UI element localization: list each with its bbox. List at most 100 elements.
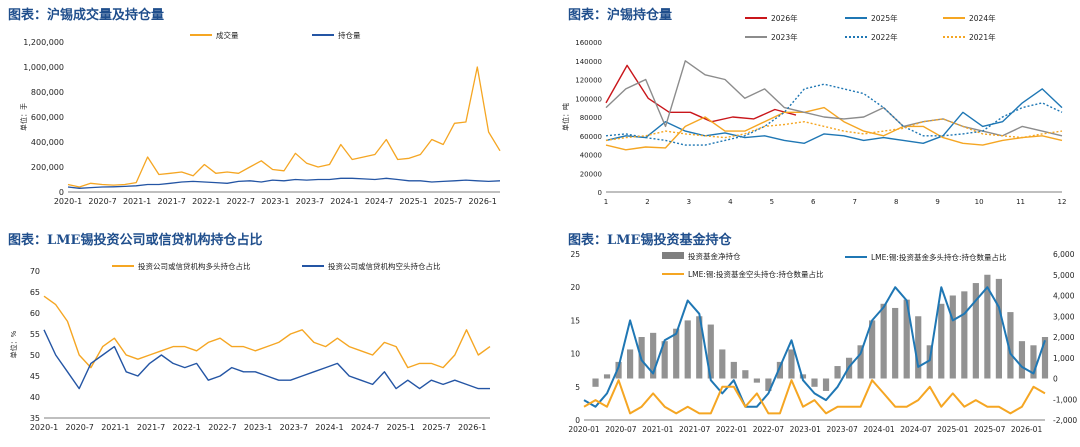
y-tick-label: 20000 [580,170,602,178]
panel-lme-credit-institutions: 图表：LME锡投资公司或信贷机构持仓占比 35 40 45 50 55 60 65 70 202… [0,221,540,443]
legend-swatch [662,252,684,259]
bar [857,345,864,379]
chart-openinterest-yearly: 0 20000 40000 60000 80000 100000 120000 140000 1… [561,13,1067,206]
y-tick-label: 40000 [580,152,602,160]
y-tick-label: 25 [570,250,580,259]
bar [961,291,968,379]
y2-tick-label: 1,000 [1053,354,1075,363]
x-tick-label: 11 [1016,198,1025,206]
x-tick-label: 2024-7 [351,423,379,432]
bar [903,299,910,379]
y-tick-label: 70 [30,267,40,276]
bar [627,349,634,379]
x-tick-label: 2023-1 [244,423,272,432]
series-line-1 [43,329,490,390]
legend-label: 投资基金净持仓 [688,251,741,261]
bar [696,316,703,379]
bar [892,307,899,379]
panel-openinterest-yearly: 图表：沪锡持仓量 0 20000 40000 60000 80000 100000 1200… [540,0,1080,221]
legend-label: 投资公司或信贷机构空头持仓占比 [328,261,441,271]
series-line-0 [43,295,491,369]
series-line-4 [605,83,1063,146]
x-tick-label: 2022-1 [173,423,201,432]
x-tick-label: 1 [604,198,608,206]
bar [799,374,807,379]
x-tick-label: 7 [852,198,856,206]
panel-title: 图表：LME锡投资基金持仓 [568,233,732,248]
y-tick-label: 35 [30,414,40,423]
y-tick-label: 60000 [580,133,602,141]
y-tick-label: 400,000 [31,138,64,147]
x-tick-label: 2021-01 [642,425,674,434]
y-tick-label: 40 [30,393,40,402]
series-line-long [583,286,1046,408]
bar [926,345,933,379]
y-axis-label: 单位：% [9,330,18,358]
y-tick-label: 1,000,000 [23,63,64,72]
bar [592,378,599,387]
x-tick-label: 6 [811,198,816,206]
series-line-5 [605,118,1063,142]
y-tick-label: 1,200,000 [23,38,64,47]
y-tick-label: 45 [30,372,40,381]
x-tick-label: 2026-1 [469,197,497,206]
x-tick-label: 2023-01 [790,425,822,434]
y-tick-label: 140000 [575,58,602,66]
bar [1041,337,1049,379]
x-tick-label: 3 [687,198,691,206]
y2-tick-label: 5,000 [1053,271,1075,280]
bar [822,378,830,391]
bar [742,370,749,379]
chart-lme-credit-institutions: 35 40 45 50 55 60 65 70 2020-1 2020-7 2021-1 2021-7… [9,261,491,432]
series-line-0 [605,64,797,123]
y2-tick-label: 4,000 [1053,292,1075,301]
x-tick-label: 2025-7 [434,197,462,206]
bar [684,320,691,379]
x-tick-label: 2025-7 [422,423,450,432]
x-tick-label: 2022-7 [208,423,236,432]
bar [811,378,818,387]
bar [972,283,979,379]
x-tick-label: 2020-7 [66,423,94,432]
x-tick-label: 2026-1 [458,423,486,432]
y-tick-label: 600,000 [31,113,64,122]
legend-label: 2022年 [871,32,898,42]
y-tick-label: 100000 [575,95,602,103]
bar [661,341,668,379]
y-tick-label: 120000 [575,77,602,85]
x-tick-label: 2020-07 [605,425,637,434]
y-tick-label: 5 [575,383,580,392]
y2-tick-label: 0 [1053,375,1058,384]
bar [1007,312,1014,379]
series-line-2 [605,106,1063,151]
y-tick-label: 0 [598,189,602,197]
bar [880,303,887,379]
x-tick-label: 2023-7 [280,423,308,432]
legend-label: LME:锡:投资基金空头持仓:持仓数量占比 [688,269,824,279]
bar [915,316,922,379]
x-tick-label: 2021-07 [679,425,711,434]
legend-label: 2023年 [771,32,798,42]
y-tick-label: 80000 [580,114,602,122]
y2-tick-label: -2,000 [1053,416,1077,425]
bar [753,378,760,383]
x-tick-label: 2025-1 [399,197,427,206]
legend-label: 2024年 [969,13,996,23]
x-tick-label: 2024-1 [315,423,343,432]
panel-lme-investment-funds: 图表：LME锡投资基金持仓 0 5 10 15 20 25 2020-01 2020-07 20… [540,221,1080,443]
bar [650,332,657,379]
legend-label: 持仓量 [338,30,361,40]
bar [949,295,956,379]
x-tick-label: 12 [1058,198,1067,206]
x-tick-label: 2025-01 [937,425,969,434]
x-tick-label: 8 [894,198,898,206]
series-line-1 [67,177,501,189]
y-tick-label: 15 [570,316,580,325]
x-tick-label: 2024-01 [863,425,895,434]
bar [984,274,991,379]
chart-lme-investment-funds: 0 5 10 15 20 25 2020-01 2020-07 2021-01 2021-07 20… [568,250,1077,434]
bar [995,278,1002,379]
x-tick-label: 2022-01 [716,425,748,434]
y2-tick-label: 6,000 [1053,250,1075,259]
panel-volume-openinterest: 图表：沪锡成交量及持仓量 0 200,000 400,000 600,000 800,0… [0,0,540,221]
